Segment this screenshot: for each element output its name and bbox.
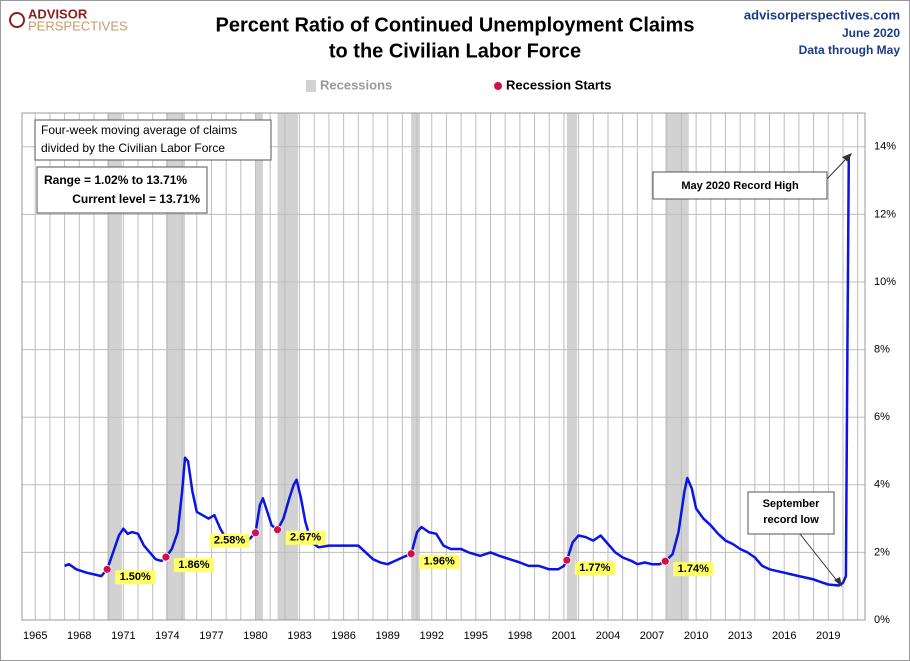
x-tick-label: 1968 xyxy=(67,630,91,642)
x-tick-label: 1980 xyxy=(243,630,267,642)
recession-start-marker xyxy=(660,556,670,566)
y-tick-label: 12% xyxy=(874,208,896,220)
value-label: 1.74% xyxy=(678,563,709,575)
plot-border xyxy=(21,112,866,621)
logo-icon xyxy=(9,12,25,28)
value-label-bg xyxy=(115,570,156,585)
x-tick-label: 2004 xyxy=(596,630,620,642)
y-tick-label: 4% xyxy=(874,479,890,491)
value-label-bg xyxy=(574,561,615,576)
value-label-bg xyxy=(173,558,214,573)
annotation-arrowhead xyxy=(834,577,842,587)
annotation: Four-week moving average of claims xyxy=(41,123,237,137)
value-label: 1.96% xyxy=(424,556,455,568)
x-tick-label: 2007 xyxy=(640,630,664,642)
y-tick-label: 6% xyxy=(874,411,890,423)
chart-title: Percent Ratio of Continued Unemployment … xyxy=(216,14,695,36)
legend-swatch xyxy=(494,82,502,90)
recession-band xyxy=(277,113,299,620)
source: June 2020 xyxy=(842,26,900,40)
recession-band xyxy=(255,113,263,620)
recession-start-marker xyxy=(102,564,112,574)
x-tick-label: 1965 xyxy=(23,630,47,642)
y-tick-label: 2% xyxy=(874,546,890,558)
value-label: 2.67% xyxy=(290,532,321,544)
annotation: record low xyxy=(763,514,819,526)
annotation: Range = 1.02% to 13.71% xyxy=(44,173,187,187)
value-label: 1.50% xyxy=(120,571,151,583)
annotation-arrow xyxy=(825,156,849,181)
value-label-bg xyxy=(285,530,326,545)
value-label: 2.58% xyxy=(214,535,245,547)
x-tick-label: 1974 xyxy=(155,630,179,642)
chart-title: to the Civilian Labor Force xyxy=(329,40,581,62)
annotation-box xyxy=(652,171,828,200)
logo-text: ADVISOR xyxy=(28,6,88,21)
x-tick-label: 2013 xyxy=(728,630,752,642)
x-tick-label: 2001 xyxy=(552,630,576,642)
y-tick-label: 14% xyxy=(874,141,896,153)
value-label: 1.77% xyxy=(579,562,610,574)
recession-start-marker xyxy=(161,552,171,562)
recession-band xyxy=(411,113,421,620)
x-tick-label: 1971 xyxy=(111,630,135,642)
annotations: Four-week moving average of claims divid… xyxy=(34,119,852,587)
legend-swatch xyxy=(306,80,316,92)
recession-start-marker xyxy=(562,555,572,565)
annotation-box xyxy=(747,491,835,535)
x-tick-label: 1992 xyxy=(420,630,444,642)
recession-band xyxy=(107,113,122,620)
annotation: divided by the Civilian Labor Force xyxy=(41,141,225,155)
value-label-bg xyxy=(209,533,250,548)
x-tick-label: 1977 xyxy=(199,630,223,642)
value-label-bg xyxy=(673,562,714,577)
logo-text: PERSPECTIVES xyxy=(28,18,128,33)
recession-start-marker xyxy=(273,525,282,535)
annotation-box xyxy=(34,119,272,161)
annotation: May 2020 Record High xyxy=(681,180,799,192)
recession-band xyxy=(665,113,689,620)
recession-start-marker xyxy=(251,528,260,538)
data-line xyxy=(64,156,851,587)
recession-band xyxy=(566,113,578,620)
recession-band xyxy=(165,113,186,620)
annotation-arrowhead xyxy=(842,153,852,162)
x-tick-label: 1998 xyxy=(508,630,532,642)
annotation: Current level = 13.71% xyxy=(72,192,200,206)
x-tick-label: 1989 xyxy=(375,630,399,642)
y-tick-label: 0% xyxy=(874,614,890,626)
legend-label: Recession Starts xyxy=(506,77,612,92)
value-label: 1.86% xyxy=(178,559,209,571)
value-label-bg xyxy=(419,554,460,569)
x-tick-label: 1995 xyxy=(464,630,488,642)
x-tick-label: 1983 xyxy=(287,630,311,642)
x-tick-label: 2019 xyxy=(816,630,840,642)
x-tick-label: 1986 xyxy=(331,630,355,642)
x-tick-label: 2010 xyxy=(684,630,708,642)
recession-start-marker xyxy=(406,549,416,559)
x-tick-label: 2016 xyxy=(772,630,796,642)
source: advisorperspectives.com xyxy=(744,7,900,22)
annotation-arrow xyxy=(799,533,839,583)
source: Data through May xyxy=(799,43,901,57)
annotation: September xyxy=(763,498,821,510)
annotation-box xyxy=(36,166,208,214)
y-tick-label: 8% xyxy=(874,344,890,356)
legend-label: Recessions xyxy=(320,77,392,92)
y-tick-label: 10% xyxy=(874,276,896,288)
